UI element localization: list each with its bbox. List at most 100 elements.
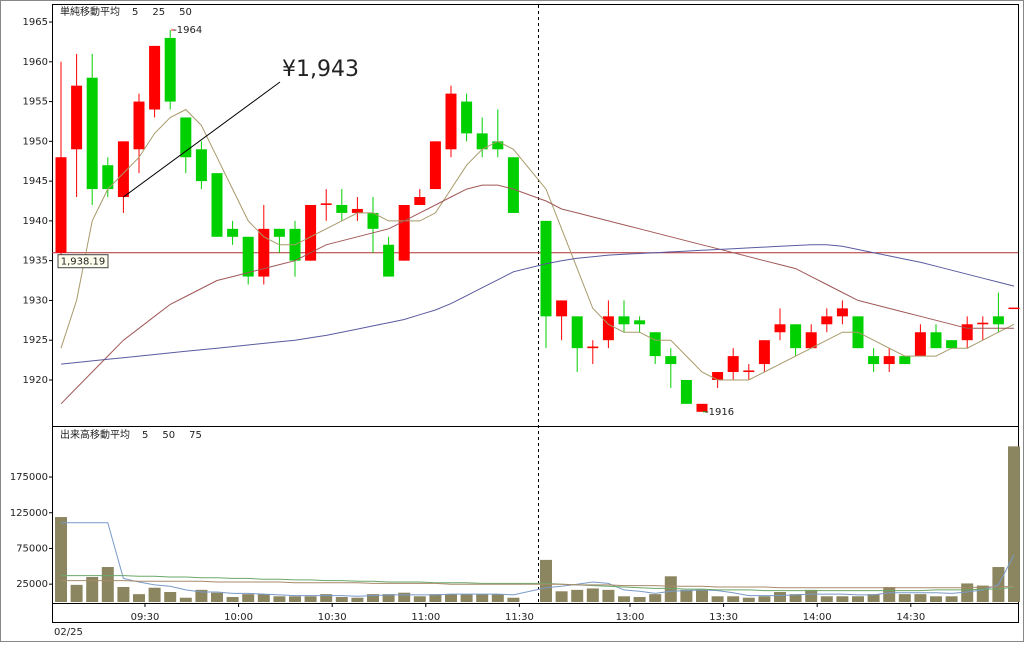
callout-line xyxy=(123,81,281,198)
plot-frame xyxy=(52,4,1019,623)
candle-body xyxy=(102,165,114,190)
candle-body xyxy=(914,332,926,357)
volume-bar xyxy=(758,596,771,602)
y-tick-label: 25000 xyxy=(16,579,48,590)
candle-body xyxy=(476,133,488,150)
volume-bar xyxy=(774,592,786,602)
candle-body xyxy=(383,244,395,277)
ma-line xyxy=(60,244,1015,365)
y-tick-label: 1945 xyxy=(23,176,48,187)
volume-bar xyxy=(789,594,802,602)
volume-bar xyxy=(117,587,130,602)
volume-bar xyxy=(55,517,67,602)
ma-line xyxy=(61,580,1015,589)
reference-label-box xyxy=(57,254,109,269)
x-tick-label: 14:30 xyxy=(896,612,925,623)
volume-bar xyxy=(945,596,958,602)
y-tick-label: 1935 xyxy=(23,256,48,267)
y-tick-label: 75000 xyxy=(16,543,48,554)
volume-bar xyxy=(289,596,301,602)
candle-body xyxy=(71,85,83,150)
volume-bar xyxy=(820,596,833,602)
candle-body xyxy=(946,340,958,349)
candle-body xyxy=(367,212,379,229)
volume-bar xyxy=(930,596,942,602)
volume-bar xyxy=(852,596,864,602)
y-tick-label: 1925 xyxy=(23,335,48,346)
candle-body xyxy=(977,322,989,325)
candle-body xyxy=(758,340,770,365)
volume-bar xyxy=(633,597,646,602)
volume-bar xyxy=(101,567,114,602)
volume-bar xyxy=(540,559,552,602)
candle-body xyxy=(445,93,457,150)
y-tick-label: 1940 xyxy=(23,216,48,227)
volume-bar xyxy=(711,596,724,602)
candle-body xyxy=(211,173,223,237)
ma-line xyxy=(60,184,1014,405)
candle-body xyxy=(634,320,646,325)
candle-body xyxy=(227,228,239,237)
candle-body xyxy=(836,308,848,317)
ma-line xyxy=(60,108,1015,381)
volume-bar xyxy=(148,587,161,602)
volume-bar xyxy=(680,589,693,602)
callout: ¥1,943 xyxy=(282,57,359,82)
candle-body xyxy=(571,316,583,349)
candle-body xyxy=(55,157,67,253)
volume-bar xyxy=(257,594,270,602)
annotation: -1964 xyxy=(173,25,202,36)
candle-body xyxy=(507,157,519,213)
volume-bar xyxy=(742,597,755,602)
volume-bar xyxy=(664,576,677,602)
volume-bar xyxy=(898,594,911,602)
candle-body xyxy=(305,204,317,261)
x-tick-label: 11:30 xyxy=(505,612,534,623)
x-tick-label: 14:00 xyxy=(803,612,832,623)
candle-body xyxy=(320,203,332,205)
y-tick-label: 1920 xyxy=(23,375,48,386)
candle-body xyxy=(618,316,630,325)
volume-bar xyxy=(70,584,83,602)
volume-bar xyxy=(320,594,333,602)
candle-body xyxy=(665,356,677,365)
legend-entry: 50 xyxy=(179,7,192,18)
candle-body xyxy=(696,403,708,412)
ma-line xyxy=(61,522,1015,597)
volume-bar xyxy=(571,589,584,602)
volume-bar xyxy=(226,597,239,602)
candle-body xyxy=(930,332,942,349)
legend-entry: 5 xyxy=(142,430,148,441)
volume-bar xyxy=(602,589,615,602)
candle-body xyxy=(899,356,911,365)
x-tick-label: 10:00 xyxy=(224,612,253,623)
legend-entry: 5 xyxy=(132,7,138,18)
annotation: -1916 xyxy=(705,407,734,418)
volume-bar xyxy=(836,596,849,602)
volume-bar xyxy=(133,594,145,602)
y-tick-label: 175000 xyxy=(10,472,48,483)
volume-bar xyxy=(586,588,599,602)
candle-body xyxy=(351,208,363,213)
candle-body xyxy=(273,228,285,237)
candle-body xyxy=(712,372,724,380)
y-tick-label: 1960 xyxy=(23,57,48,68)
candle-body xyxy=(86,77,98,190)
volume-bar xyxy=(413,596,426,602)
candle-body xyxy=(242,236,254,277)
candle-body xyxy=(556,300,568,317)
candle-body xyxy=(540,220,552,317)
candle-body xyxy=(195,149,207,182)
y-tick-label: 125000 xyxy=(10,508,48,519)
volume-bar xyxy=(914,594,927,602)
volume-bar xyxy=(649,594,662,602)
candle-body xyxy=(649,332,661,357)
candle-body xyxy=(587,346,599,349)
candle-body xyxy=(1008,307,1020,310)
x-tick-label: 10:30 xyxy=(318,612,347,623)
volume-bar xyxy=(476,594,489,602)
candle-body xyxy=(180,117,192,158)
volume-bar xyxy=(398,592,411,602)
